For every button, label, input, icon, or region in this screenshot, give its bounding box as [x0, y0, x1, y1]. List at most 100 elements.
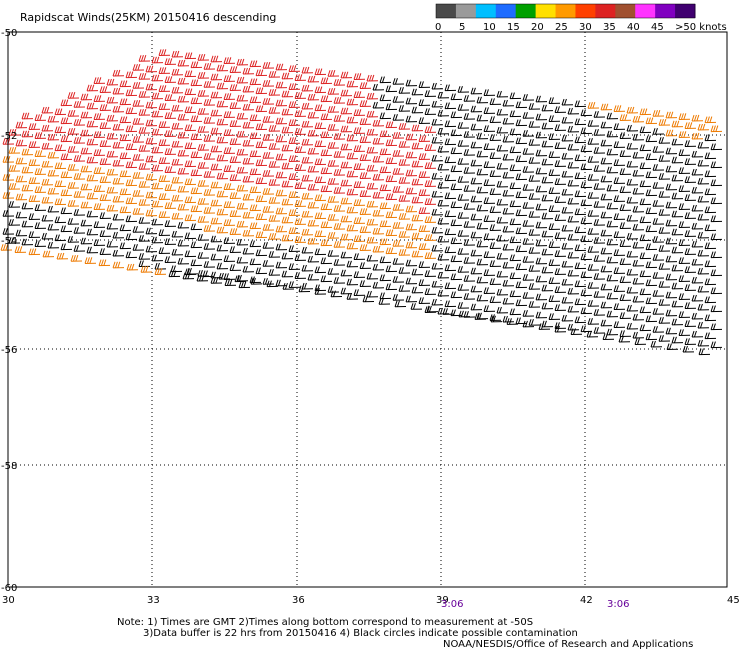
wind-barb	[418, 117, 431, 124]
wind-barb	[385, 121, 398, 129]
longitude-tick-label: 45	[727, 595, 740, 606]
wind-barb	[580, 163, 593, 171]
wind-barb	[405, 115, 418, 123]
wind-barb	[353, 235, 366, 242]
wind-barb	[593, 309, 606, 316]
wind-barb	[80, 201, 93, 209]
wind-barb	[320, 203, 333, 211]
wind-barb	[333, 240, 346, 248]
wind-barb	[112, 213, 125, 221]
wind-barb	[457, 266, 470, 273]
wind-barb	[275, 171, 288, 179]
wind-barb	[47, 205, 60, 213]
wind-barb	[93, 185, 106, 192]
wind-barb	[463, 293, 476, 300]
wind-barb	[190, 115, 203, 123]
wind-barb	[392, 185, 405, 193]
wind-barb	[691, 330, 704, 338]
wind-barb	[450, 219, 463, 227]
wind-barb	[229, 228, 242, 235]
wind-barb	[398, 87, 411, 94]
wind-barb	[554, 214, 567, 221]
wind-barb	[645, 261, 658, 269]
wind-barb	[470, 249, 483, 257]
wind-barb	[658, 227, 671, 234]
wind-barb	[424, 288, 437, 295]
wind-barb	[587, 210, 600, 217]
wind-barb	[639, 306, 652, 314]
wind-barb	[665, 273, 678, 281]
wind-barb	[210, 145, 223, 153]
wind-barb	[255, 195, 268, 203]
wind-barb	[236, 274, 249, 282]
wind-barb	[223, 57, 236, 64]
wind-barb	[593, 147, 606, 154]
wind-barb	[502, 135, 515, 143]
wind-barb	[652, 146, 665, 153]
wind-barb	[223, 111, 236, 118]
wind-barb	[281, 198, 294, 206]
wind-barb	[613, 321, 626, 328]
wind-barb	[184, 70, 197, 78]
wind-barb	[424, 108, 437, 115]
wind-barb	[626, 106, 639, 114]
wind-barb	[301, 156, 314, 164]
wind-barb	[359, 172, 372, 179]
wind-barb	[93, 131, 106, 138]
wind-barb	[698, 348, 711, 356]
wind-barb	[372, 137, 385, 145]
wind-barb	[645, 189, 658, 197]
longitude-tick-label: 30	[2, 595, 15, 606]
wind-barb	[470, 105, 483, 113]
wind-barb	[106, 78, 119, 86]
wind-barb	[86, 228, 99, 236]
wind-barb	[639, 198, 652, 206]
wind-barb	[353, 181, 366, 188]
wind-barb	[541, 212, 554, 220]
wind-barb	[483, 89, 496, 96]
wind-barb	[154, 262, 167, 270]
wind-barb	[28, 213, 41, 220]
wind-barb	[606, 328, 619, 336]
wind-barb	[665, 255, 678, 263]
wind-barb	[548, 223, 561, 230]
wind-barb	[268, 269, 281, 276]
wind-barb	[554, 250, 567, 257]
wind-barb	[67, 218, 80, 225]
wind-barb	[255, 177, 268, 185]
legend-label: >50 knots	[675, 22, 727, 33]
wind-barb	[535, 113, 548, 121]
wind-barb	[658, 173, 671, 180]
wind-barb	[216, 154, 229, 162]
wind-barb	[314, 122, 327, 130]
wind-barb	[73, 136, 86, 144]
wind-barb	[60, 135, 73, 143]
wind-barb	[652, 164, 665, 171]
wind-barb	[463, 131, 476, 138]
wind-barb	[392, 114, 405, 121]
wind-barb	[15, 211, 28, 219]
wind-barb	[242, 157, 255, 165]
wind-barb	[353, 289, 366, 296]
wind-barb	[216, 136, 229, 144]
wind-barb	[424, 234, 437, 241]
wind-barb	[177, 131, 190, 139]
wind-barb	[567, 233, 580, 241]
wind-barb	[444, 246, 457, 254]
wind-barb	[67, 236, 80, 243]
wind-barb	[372, 119, 385, 127]
wind-barb	[665, 309, 678, 317]
wind-barb	[450, 255, 463, 263]
wind-barb	[314, 288, 327, 295]
wind-barb	[691, 222, 704, 230]
wind-barb	[145, 245, 158, 253]
wind-barb	[626, 250, 639, 258]
wind-barb	[392, 276, 405, 283]
wind-barb	[613, 177, 626, 184]
wind-barb	[86, 210, 99, 218]
wind-barb	[60, 153, 73, 161]
wind-barb	[340, 143, 353, 151]
wind-barb	[444, 264, 457, 272]
wind-barb	[483, 251, 496, 258]
wind-barb	[704, 278, 717, 286]
